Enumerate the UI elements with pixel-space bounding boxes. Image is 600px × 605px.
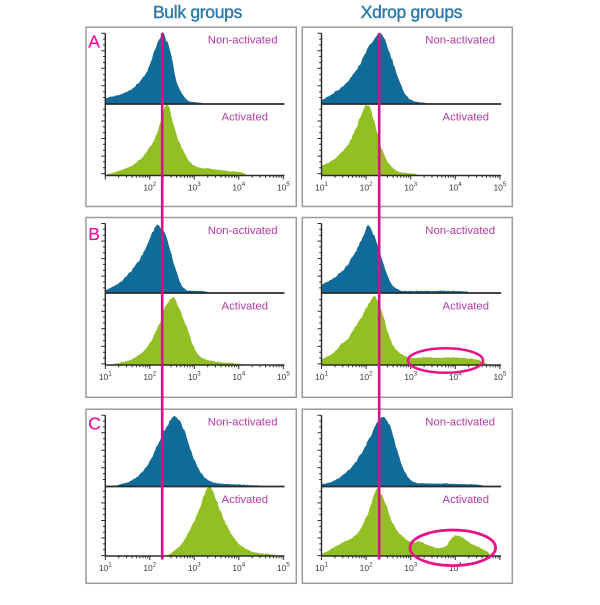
svg-text:101: 101 [315,562,328,573]
svg-text:104: 104 [449,371,462,382]
svg-text:101: 101 [315,181,328,192]
svg-text:102: 102 [360,371,373,382]
svg-text:Non-activated: Non-activated [208,35,278,47]
svg-text:103: 103 [404,371,417,382]
svg-text:103: 103 [404,181,417,192]
svg-text:102: 102 [143,371,156,382]
svg-text:105: 105 [493,371,506,382]
svg-text:Activated: Activated [222,494,268,506]
svg-text:101: 101 [99,562,112,573]
svg-text:105: 105 [277,371,290,382]
svg-text:105: 105 [493,181,506,192]
svg-text:103: 103 [404,562,417,573]
svg-text:B: B [88,224,100,244]
svg-text:101: 101 [315,371,328,382]
svg-text:103: 103 [188,562,201,573]
svg-text:Activated: Activated [443,301,489,313]
svg-text:104: 104 [232,371,245,382]
svg-text:C: C [88,413,101,433]
svg-text:Activated: Activated [222,112,268,124]
svg-text:A: A [88,31,100,51]
svg-text:103: 103 [188,371,201,382]
svg-text:103: 103 [188,181,201,192]
svg-text:Non-activated: Non-activated [208,225,278,237]
svg-text:102: 102 [360,562,373,573]
svg-text:Non-activated: Non-activated [425,35,495,47]
svg-text:101: 101 [99,371,112,382]
svg-text:104: 104 [449,181,462,192]
svg-text:Activated: Activated [222,301,268,313]
svg-text:Non-activated: Non-activated [208,417,278,429]
svg-text:Activated: Activated [443,494,489,506]
svg-text:104: 104 [232,562,245,573]
svg-text:105: 105 [277,181,290,192]
svg-text:Activated: Activated [443,112,489,124]
svg-text:102: 102 [143,562,156,573]
svg-text:104: 104 [232,181,245,192]
svg-text:Non-activated: Non-activated [425,417,495,429]
svg-text:105: 105 [277,562,290,573]
svg-text:102: 102 [360,181,373,192]
svg-text:102: 102 [143,181,156,192]
svg-text:Bulk groups: Bulk groups [153,2,243,22]
svg-text:Non-activated: Non-activated [425,225,495,237]
svg-text:Xdrop groups: Xdrop groups [361,2,463,22]
